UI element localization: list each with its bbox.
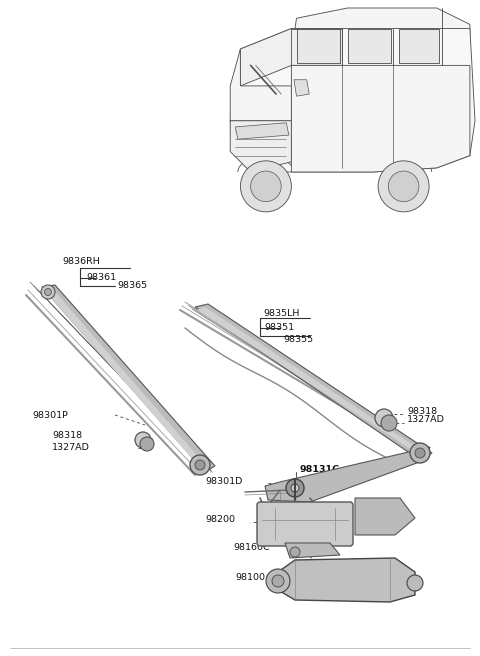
Polygon shape (297, 28, 340, 64)
Polygon shape (294, 80, 309, 96)
Circle shape (291, 484, 299, 492)
Polygon shape (265, 447, 430, 502)
Text: 1327AD: 1327AD (52, 443, 90, 453)
Text: 9835LH: 9835LH (263, 308, 300, 318)
Text: 98200: 98200 (205, 516, 235, 525)
Text: 98131C: 98131C (300, 464, 340, 474)
Circle shape (45, 289, 51, 295)
Polygon shape (291, 66, 470, 172)
Circle shape (290, 547, 300, 557)
Text: 98365: 98365 (117, 281, 147, 291)
Text: 98100: 98100 (235, 573, 265, 583)
Circle shape (140, 437, 154, 451)
Circle shape (375, 409, 393, 427)
Polygon shape (285, 543, 340, 558)
FancyBboxPatch shape (257, 502, 353, 546)
Polygon shape (42, 285, 215, 472)
Circle shape (272, 575, 284, 587)
Text: 98355: 98355 (283, 335, 313, 344)
Polygon shape (355, 498, 415, 535)
Circle shape (41, 285, 55, 299)
Text: 98160C: 98160C (233, 544, 270, 552)
Text: 98318: 98318 (407, 407, 437, 415)
Polygon shape (348, 28, 391, 64)
Text: 98318: 98318 (52, 430, 82, 440)
Text: 98301D: 98301D (205, 476, 242, 485)
Polygon shape (235, 123, 289, 139)
Circle shape (378, 161, 429, 212)
Circle shape (410, 443, 430, 463)
Polygon shape (230, 49, 291, 121)
Polygon shape (398, 28, 439, 64)
Text: 1327AD: 1327AD (407, 415, 445, 424)
Circle shape (388, 171, 419, 201)
Polygon shape (240, 28, 342, 86)
Text: 98361: 98361 (86, 274, 116, 283)
Polygon shape (278, 558, 415, 602)
Polygon shape (197, 307, 428, 458)
Circle shape (251, 171, 281, 201)
Circle shape (415, 448, 425, 458)
Text: 98301P: 98301P (32, 411, 68, 419)
Polygon shape (291, 8, 470, 66)
Circle shape (381, 415, 397, 431)
Text: 98351: 98351 (264, 323, 294, 333)
Polygon shape (195, 304, 432, 460)
Polygon shape (230, 28, 475, 172)
Circle shape (195, 460, 205, 470)
Circle shape (240, 161, 291, 212)
Circle shape (266, 569, 290, 593)
Polygon shape (230, 121, 291, 172)
Circle shape (407, 575, 423, 591)
Circle shape (190, 455, 210, 475)
Circle shape (135, 432, 151, 448)
Text: 9836RH: 9836RH (62, 258, 100, 266)
Circle shape (286, 479, 304, 497)
Polygon shape (44, 288, 208, 470)
